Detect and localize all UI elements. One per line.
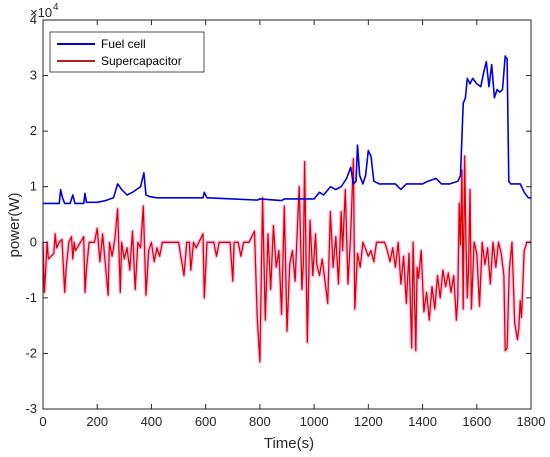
y-tick-label: -1 <box>25 290 37 305</box>
x-tick-label: 200 <box>86 414 108 429</box>
x-tick-label: 1400 <box>408 414 437 429</box>
y-tick-label: 4 <box>30 12 37 27</box>
y-exponent-base: ×10 <box>30 5 52 20</box>
y-tick-label: -3 <box>25 401 37 416</box>
x-tick-label: 1200 <box>354 414 383 429</box>
x-tick-label: 400 <box>141 414 163 429</box>
x-tick-label: 0 <box>39 414 46 429</box>
axis-ticks: 0 200 400 600 800 1000 1200 1400 1600 1800 -3 -2 -1 0… <box>25 12 545 429</box>
legend-label-fuel-cell: Fuel cell <box>101 37 146 51</box>
x-tick-label: 1800 <box>517 414 546 429</box>
x-tick-label: 1000 <box>300 414 329 429</box>
y-exponent-power: 4 <box>53 2 59 13</box>
legend: Fuel cell Supercapacitor <box>49 31 205 73</box>
y-axis-label: power(W) <box>6 192 23 257</box>
y-tick-label: 1 <box>30 179 37 194</box>
legend-label-supercapacitor: Supercapacitor <box>101 54 182 68</box>
series-supercapacitor-line <box>42 155 531 363</box>
plot-area-frame <box>42 19 532 410</box>
y-tick-label: 3 <box>30 68 37 83</box>
x-tick-label: 600 <box>195 414 217 429</box>
x-tick-label: 800 <box>249 414 271 429</box>
series-layer <box>41 55 531 364</box>
x-tick-label: 1600 <box>462 414 491 429</box>
y-tick-label: 0 <box>30 234 37 249</box>
x-axis-label: Time(s) <box>264 435 314 452</box>
series-fuel-cell-line <box>43 55 531 205</box>
y-tick-label: 2 <box>30 123 37 138</box>
legend-box <box>49 31 205 73</box>
y-tick-label: -2 <box>25 345 37 360</box>
